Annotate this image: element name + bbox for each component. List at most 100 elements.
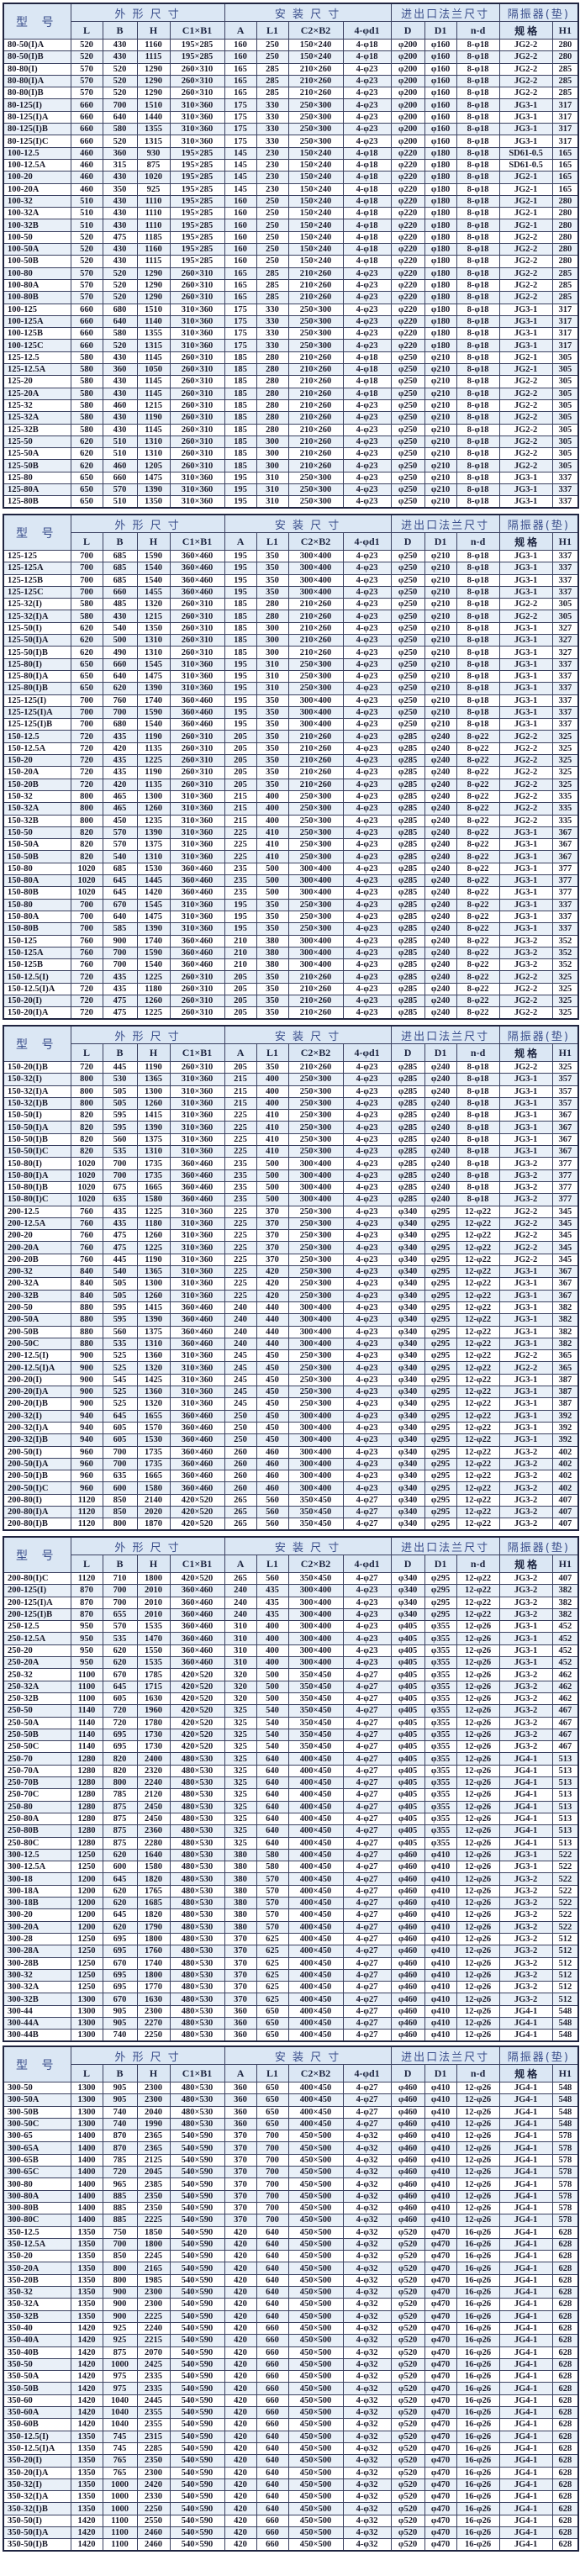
cell-l1: 230 <box>256 146 289 160</box>
cell-l1: 640 <box>256 2466 289 2479</box>
cell-d: φ405 <box>390 1788 425 1802</box>
cell-h1: 407 <box>551 1571 579 1586</box>
cell-h: 1225 <box>136 1205 171 1218</box>
cell-isolator-spec: JG2-2 <box>498 789 553 804</box>
cell-isolator-spec: JG2-2 <box>498 730 553 743</box>
cell-l: 1350 <box>70 2309 103 2323</box>
cell-b: 745 <box>102 2430 138 2443</box>
cell-n-d: 8-φ18 <box>456 495 500 509</box>
cell-n-d: 8-φ18 <box>456 110 500 124</box>
cell-model: 300-28A <box>3 1945 71 1958</box>
cell-h1: 522 <box>551 1897 579 1910</box>
cell-l1: 350 <box>256 730 289 743</box>
cell-h: 2365 <box>136 2141 171 2155</box>
cell-n-d: 8-φ18 <box>456 339 500 352</box>
cell-c1b1: 260×310 <box>169 62 225 76</box>
table-row: 100-80 570 520 1290 260×310 165 285 210×260 4-φ2… <box>3 267 579 280</box>
cell-model: 150-20(I) <box>3 994 71 1008</box>
cell-l: 1420 <box>70 2394 103 2408</box>
cell-h1: 317 <box>551 339 579 352</box>
cell-bolt-holes: 4-φ23 <box>342 1205 392 1218</box>
cell-model: 150-80(I)B <box>3 1180 71 1195</box>
table-row: 125-20 580 430 1145 260×310 185 280 210×260 4-φ1… <box>3 375 579 388</box>
table-row: 150-20(I)A 720 475 1225 260×310 205 350 210×260… <box>3 1006 579 1020</box>
cell-l1: 640 <box>256 2309 289 2323</box>
cell-b: 745 <box>102 2441 138 2456</box>
cell-d: φ285 <box>390 814 425 827</box>
cell-c2b2: 250×300 <box>287 1253 344 1267</box>
cell-b: 505 <box>102 1085 138 1098</box>
cell-c2b2: 400×450 <box>287 1812 344 1826</box>
cell-b: 500 <box>102 634 138 647</box>
cell-a: 160 <box>224 255 257 268</box>
cell-l: 1280 <box>70 1776 103 1790</box>
cell-model: 150-20A <box>3 766 71 779</box>
cell-h: 1360 <box>136 1386 171 1399</box>
cell-model: 150-50(I)C <box>3 1145 71 1159</box>
cell-c2b2: 210×260 <box>287 423 344 436</box>
cell-l1: 500 <box>256 886 289 900</box>
cell-l1: 300 <box>256 435 289 449</box>
cell-isolator-spec: JG2-2 <box>498 814 553 827</box>
cell-b: 885 <box>102 2201 138 2215</box>
cell-bolt-holes: 4-φ23 <box>342 970 392 984</box>
cell-h: 1145 <box>136 423 171 436</box>
header-l: L <box>70 1555 103 1573</box>
cell-h1: 317 <box>551 123 579 136</box>
cell-b: 430 <box>102 194 138 209</box>
cell-d1: φ470 <box>424 2526 457 2540</box>
header-group: 安 装 尺 寸 <box>224 2045 392 2065</box>
cell-h1: 467 <box>551 1704 579 1718</box>
cell-h: 2010 <box>136 1596 171 1609</box>
cell-c2b2: 300×400 <box>287 1313 344 1327</box>
cell-a: 195 <box>224 898 257 911</box>
cell-d: φ460 <box>390 2177 425 2191</box>
cell-model: 125-50B <box>3 459 71 472</box>
cell-n-d: 16-φ26 <box>456 2382 500 2395</box>
cell-h: 1135 <box>136 778 171 791</box>
cell-c2b2: 210×260 <box>287 74 344 88</box>
table-row: 100-125B 660 580 1355 310×360 175 330 250×300 4-… <box>3 327 579 340</box>
header-a: A <box>224 532 257 551</box>
cell-n-d: 8-φ22 <box>456 946 500 960</box>
cell-n-d: 16-φ26 <box>456 2346 500 2359</box>
cell-bolt-holes: 4-φ23 <box>342 1169 392 1182</box>
cell-n-d: 8-φ18 <box>456 219 500 232</box>
cell-h1: 335 <box>551 802 579 816</box>
table-row: 300-44 1300 905 2300 480×530 360 650 400×450 4-φ… <box>3 2004 579 2018</box>
cell-h1: 335 <box>551 814 579 827</box>
cell-d: φ460 <box>390 1872 425 1886</box>
cell-c2b2: 300×400 <box>287 1433 344 1447</box>
table-row: 150-12.5(I) 720 435 1225 260×310 205 350 210×26… <box>3 970 579 984</box>
cell-c1b1: 480×530 <box>169 1932 225 1946</box>
cell-isolator-spec: JG3-1 <box>498 1409 553 1423</box>
cell-l1: 625 <box>256 1993 289 2006</box>
cell-c1b1: 195×285 <box>169 219 225 232</box>
cell-bolt-holes: 4-φ23 <box>342 1241 392 1254</box>
cell-d: φ220 <box>390 207 425 220</box>
cell-h1: 392 <box>551 1433 579 1447</box>
cell-model: 350-12.5 <box>3 2225 71 2239</box>
cell-h1: 377 <box>551 1157 579 1170</box>
cell-model: 300-18B <box>3 1897 71 1910</box>
cell-h: 1790 <box>136 1920 171 1934</box>
table-row: 300-32A 1250 695 1770 480×530 370 625 400×450 4-… <box>3 1981 579 1994</box>
cell-model: 200-50C <box>3 1337 71 1351</box>
cell-n-d: 12-φ22 <box>456 1229 500 1243</box>
cell-model: 300-65A <box>3 2141 71 2155</box>
cell-bolt-holes: 4-φ23 <box>342 278 392 293</box>
header-isolator-spec: 规 格 <box>498 1555 553 1573</box>
cell-c2b2: 210×260 <box>287 87 344 100</box>
cell-b: 620 <box>102 1920 138 1934</box>
cell-l: 620 <box>70 646 103 659</box>
cell-isolator-spec: JG3-1 <box>498 862 553 876</box>
table-row: 250-32A 1100 645 1715 420×520 320 500 350×450 4-… <box>3 1680 579 1693</box>
cell-bolt-holes: 4-φ18 <box>342 375 392 388</box>
cell-h1: 522 <box>551 1848 579 1862</box>
cell-n-d: 12-φ22 <box>456 1313 500 1327</box>
cell-isolator-spec: JG3-1 <box>498 1096 553 1111</box>
cell-model: 150-20(I)A <box>3 1006 71 1020</box>
cell-model: 200-20(I)B <box>3 1397 71 1411</box>
cell-l1: 640 <box>256 2441 289 2456</box>
cell-l1: 285 <box>256 291 289 304</box>
